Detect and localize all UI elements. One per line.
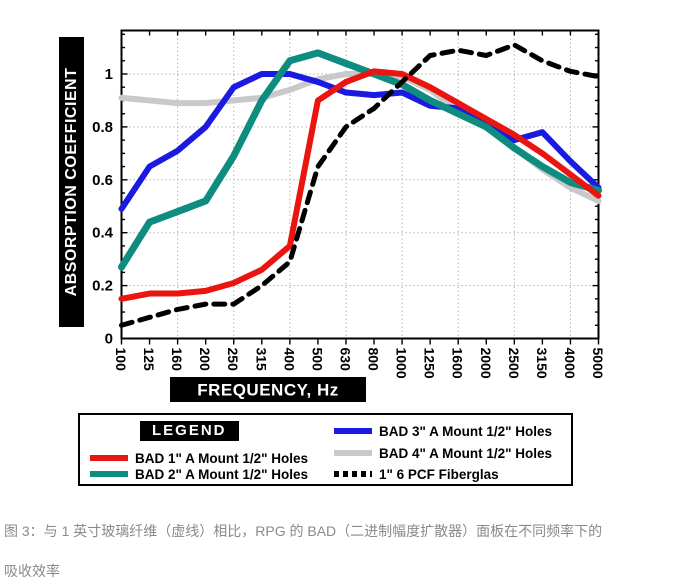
legend-swatch-blue-line	[334, 428, 372, 434]
legend-item-bad-3in: BAD 3" A Mount 1/2" Holes	[334, 423, 553, 439]
figure-caption-line-1: 图 3：与 1 英寸玻璃纤维（虚线）相比，RPG 的 BAD（二进制幅度扩散器）…	[4, 523, 603, 539]
y-tick-label: 0.4	[92, 225, 114, 242]
x-axis-title: FREQUENCY, Hz	[197, 381, 339, 400]
legend-label: 1" 6 PCF Fiberglas	[379, 466, 499, 482]
x-tick-label: 200	[197, 348, 213, 372]
series-line	[118, 68, 602, 302]
x-tick-label: 1250	[422, 348, 438, 379]
x-axis-title-box	[170, 377, 366, 402]
x-tick-label: 125	[141, 348, 157, 372]
x-tick-label: 3150	[534, 348, 550, 379]
y-axis-title-box	[59, 37, 84, 327]
plot-area: 100 125 160 200 250 315 400 500 630 800 1000 1250 16…	[92, 29, 606, 379]
x-tick-label: 1600	[450, 348, 466, 379]
y-tick-label: 0.8	[92, 119, 113, 136]
absorption-chart: 100 125 160 200 250 315 400 500 630 800 1000 1250 16…	[59, 29, 606, 402]
legend-item-bad-1in: BAD 1" A Mount 1/2" Holes	[90, 450, 309, 466]
legend-label: BAD 1" A Mount 1/2" Holes	[135, 450, 309, 466]
x-tick-label: 160	[169, 348, 185, 372]
y-tick-label: 0	[105, 331, 113, 348]
y-axis-title: ABSORPTION COEFFICIENT	[63, 68, 80, 297]
legend-swatch-red-line	[90, 455, 128, 461]
x-tick-label: 2500	[506, 348, 522, 379]
legend-swatch-gray-line	[334, 450, 372, 456]
y-tick-label: 0.6	[92, 172, 113, 189]
x-tick-label: 100	[113, 348, 129, 372]
x-tick-label: 400	[281, 348, 297, 372]
x-tick-label: 2000	[478, 348, 494, 379]
legend-item-fiberglas: 1" 6 PCF Fiberglas	[334, 466, 499, 482]
x-tick-label: 500	[309, 348, 325, 372]
x-tick-label: 630	[337, 348, 353, 372]
x-tick-label: 315	[253, 348, 269, 372]
x-tick-label: 1000	[394, 348, 410, 379]
y-tick-label: 1	[105, 66, 113, 83]
legend-title: LEGEND	[140, 421, 239, 441]
figure-caption-line-2: 吸收效率	[4, 563, 60, 579]
series-line	[119, 42, 601, 328]
legend-label: BAD 2" A Mount 1/2" Holes	[135, 466, 309, 482]
x-tick-label: 5000	[590, 348, 606, 379]
legend-box: LEGEND BAD 1" A Mount 1/2" Holes BAD 2" …	[78, 413, 573, 486]
x-tick-label: 800	[366, 348, 382, 372]
legend-label: BAD 3" A Mount 1/2" Holes	[379, 423, 553, 439]
legend-swatch-teal-line	[90, 471, 128, 477]
legend-item-bad-4in: BAD 4" A Mount 1/2" Holes	[334, 445, 553, 461]
legend-item-bad-2in: BAD 2" A Mount 1/2" Holes	[90, 466, 309, 482]
x-tick-label: 250	[225, 348, 241, 372]
x-tick-label: 4000	[562, 348, 578, 379]
legend-swatch-dashed-line	[334, 471, 372, 477]
legend-label: BAD 4" A Mount 1/2" Holes	[379, 445, 553, 461]
series-line	[118, 49, 602, 271]
y-tick-label: 0.2	[92, 278, 113, 295]
